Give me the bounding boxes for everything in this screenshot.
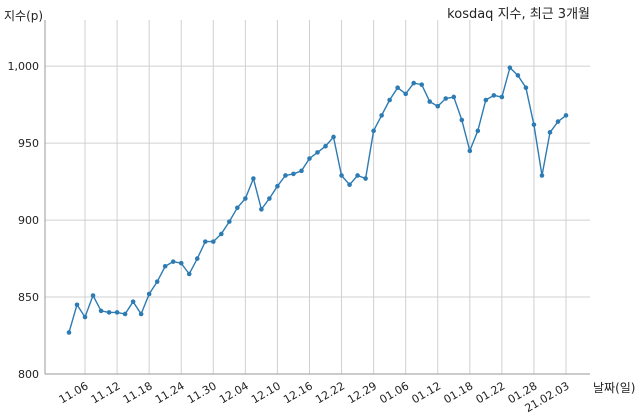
data-point — [371, 128, 376, 134]
x-tick-label: 12.16 — [281, 379, 315, 406]
data-point — [499, 94, 505, 100]
x-tick-label: 01.22 — [474, 379, 508, 406]
x-tick-label: 01.12 — [409, 379, 443, 406]
data-point — [451, 94, 457, 100]
x-tick-labels: 11.0611.1211.1811.2411.3012.0412.1012.16… — [57, 379, 572, 415]
data-point — [194, 256, 200, 261]
data-point — [483, 97, 489, 103]
data-point — [74, 302, 80, 308]
data-point — [162, 263, 168, 269]
x-tick-label: 01.18 — [442, 379, 476, 406]
data-point — [555, 119, 561, 124]
x-tick-label: 11.12 — [89, 379, 123, 406]
data-point — [539, 173, 545, 178]
data-point — [251, 176, 256, 181]
data-point — [355, 173, 360, 178]
series-line — [68, 66, 567, 333]
data-point — [202, 239, 208, 244]
data-point — [186, 271, 192, 277]
data-point — [291, 171, 296, 177]
x-axis-label: 날짜(일) — [593, 381, 635, 395]
data-point — [178, 260, 184, 266]
grid — [45, 20, 590, 375]
data-point — [267, 196, 272, 201]
y-tick-label: 950 — [18, 137, 39, 150]
data-point — [219, 231, 224, 237]
data-point — [339, 173, 344, 178]
x-tick-label: 12.10 — [249, 379, 283, 406]
x-tick-label: 01.06 — [377, 379, 411, 406]
data-point — [419, 82, 425, 87]
data-point — [427, 99, 433, 104]
data-point — [507, 65, 513, 71]
x-tick-label: 11.24 — [153, 379, 187, 406]
data-point — [275, 183, 280, 189]
x-tick-label: 11.06 — [57, 379, 91, 406]
y-tick-label: 850 — [18, 291, 39, 304]
data-point — [379, 113, 384, 118]
data-point — [170, 259, 176, 264]
data-point — [331, 134, 336, 140]
data-point — [299, 168, 304, 174]
x-tick-label: 11.18 — [121, 379, 155, 406]
x-tick-label: 12.22 — [313, 379, 347, 406]
data-point — [523, 85, 529, 91]
data-point — [547, 130, 553, 135]
data-point — [259, 207, 264, 212]
data-point — [491, 93, 497, 98]
data-point — [395, 85, 400, 91]
data-point — [138, 311, 144, 317]
y-axis-label: 지수(p) — [4, 9, 43, 23]
series-points — [66, 65, 569, 335]
data-point — [227, 219, 232, 224]
data-point — [146, 291, 152, 297]
y-tick-label: 1,000 — [8, 60, 40, 73]
data-point — [106, 310, 112, 315]
data-point — [475, 128, 481, 134]
x-tick-label: 12.29 — [345, 379, 379, 406]
data-point — [235, 205, 240, 211]
data-point — [130, 299, 136, 304]
data-point — [411, 80, 416, 86]
data-point — [443, 96, 449, 101]
data-point — [563, 113, 569, 118]
data-point — [210, 239, 216, 244]
data-point — [98, 308, 104, 314]
data-point — [122, 311, 128, 317]
data-point — [387, 97, 392, 103]
x-tick-label: 11.30 — [185, 379, 219, 406]
data-point — [323, 143, 328, 149]
y-tick-label: 800 — [18, 368, 39, 381]
data-point — [515, 73, 521, 78]
y-tick-label: 900 — [18, 214, 39, 227]
data-point — [363, 176, 368, 181]
data-point — [154, 279, 160, 284]
data-point — [243, 196, 248, 201]
data-point — [459, 117, 465, 123]
data-point — [283, 173, 288, 178]
data-point — [90, 293, 96, 298]
chart-title: kosdaq 지수, 최근 3개월 — [447, 7, 590, 22]
data-point — [307, 156, 312, 161]
axes — [44, 20, 590, 375]
data-point — [467, 148, 473, 154]
data-point — [347, 182, 352, 187]
data-point — [403, 91, 408, 97]
x-tick-label: 12.04 — [217, 379, 251, 406]
data-point — [82, 314, 88, 320]
data-point — [531, 122, 537, 127]
data-point — [114, 310, 120, 315]
data-point — [315, 150, 320, 155]
y-tick-labels: 800 850 900 950 1,000 — [8, 60, 40, 381]
data-point — [435, 103, 441, 109]
data-point — [66, 330, 72, 335]
